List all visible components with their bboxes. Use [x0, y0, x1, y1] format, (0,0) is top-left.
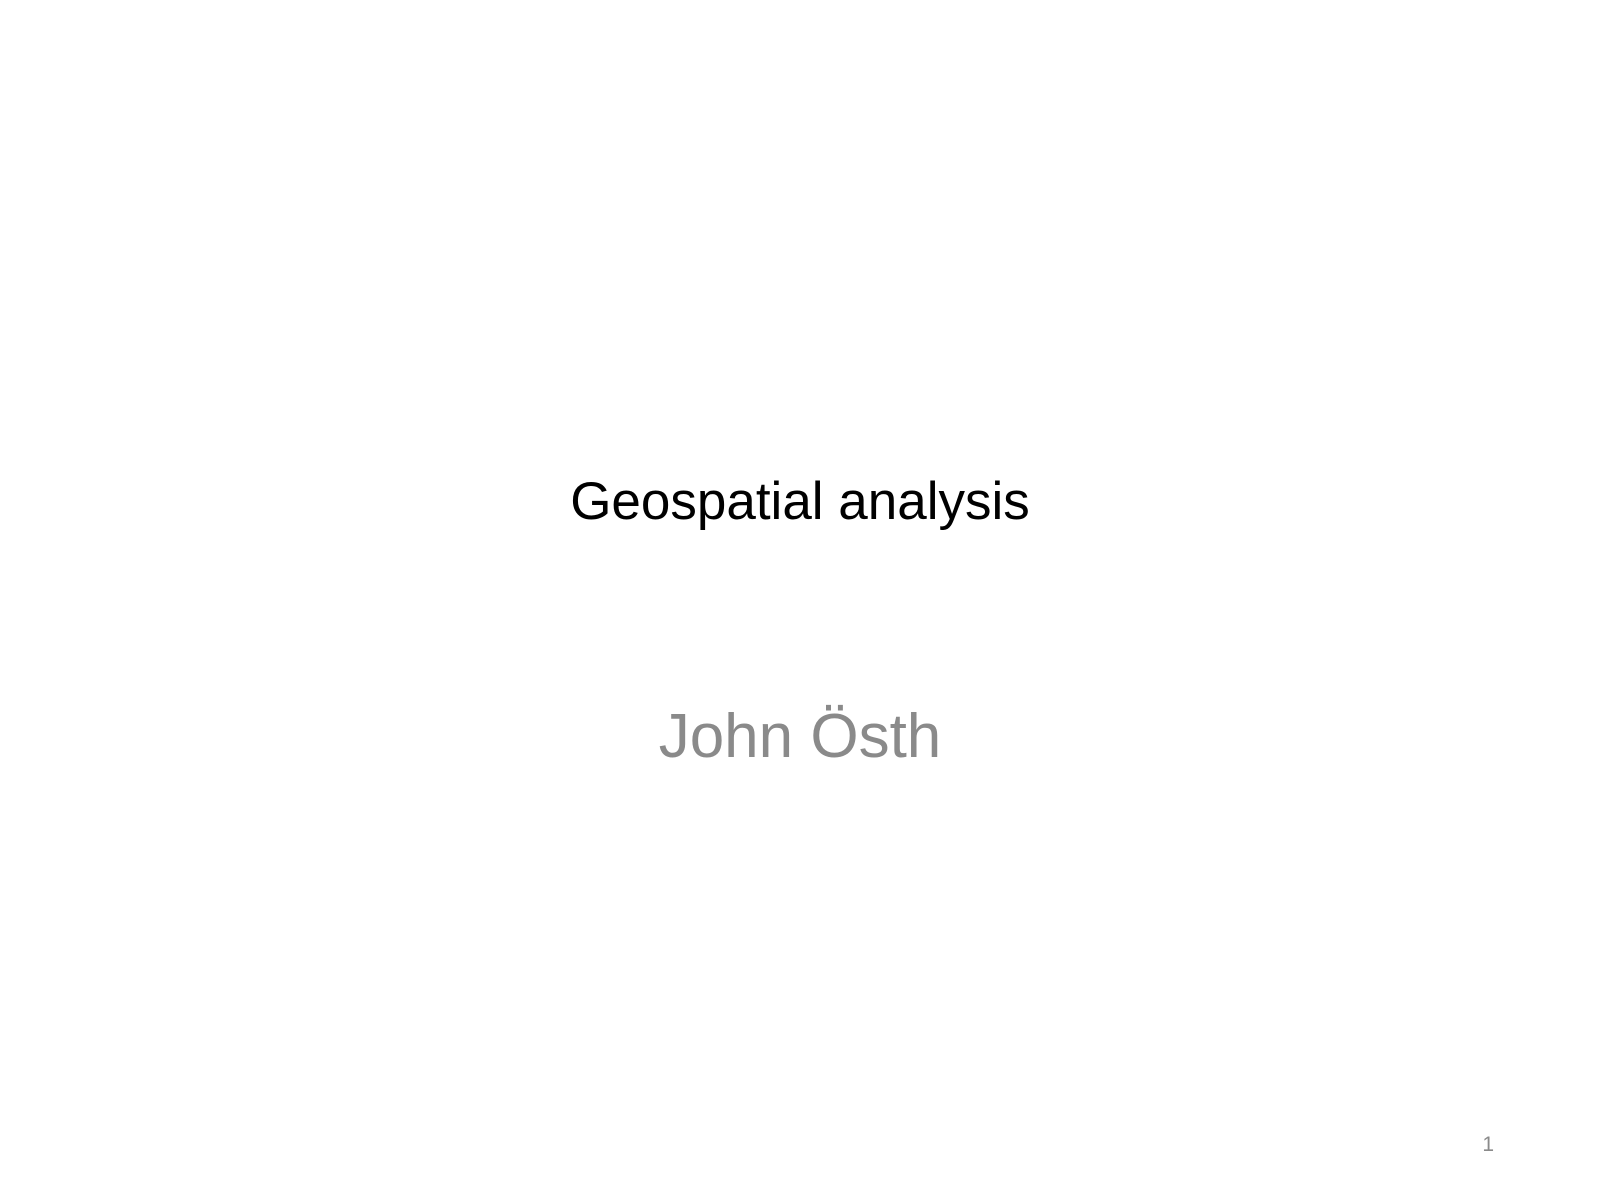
slide-title: Geospatial analysis — [570, 472, 1030, 531]
slide-page-number: 1 — [1482, 1133, 1494, 1156]
slide-subtitle-author: John Östh — [658, 702, 942, 771]
